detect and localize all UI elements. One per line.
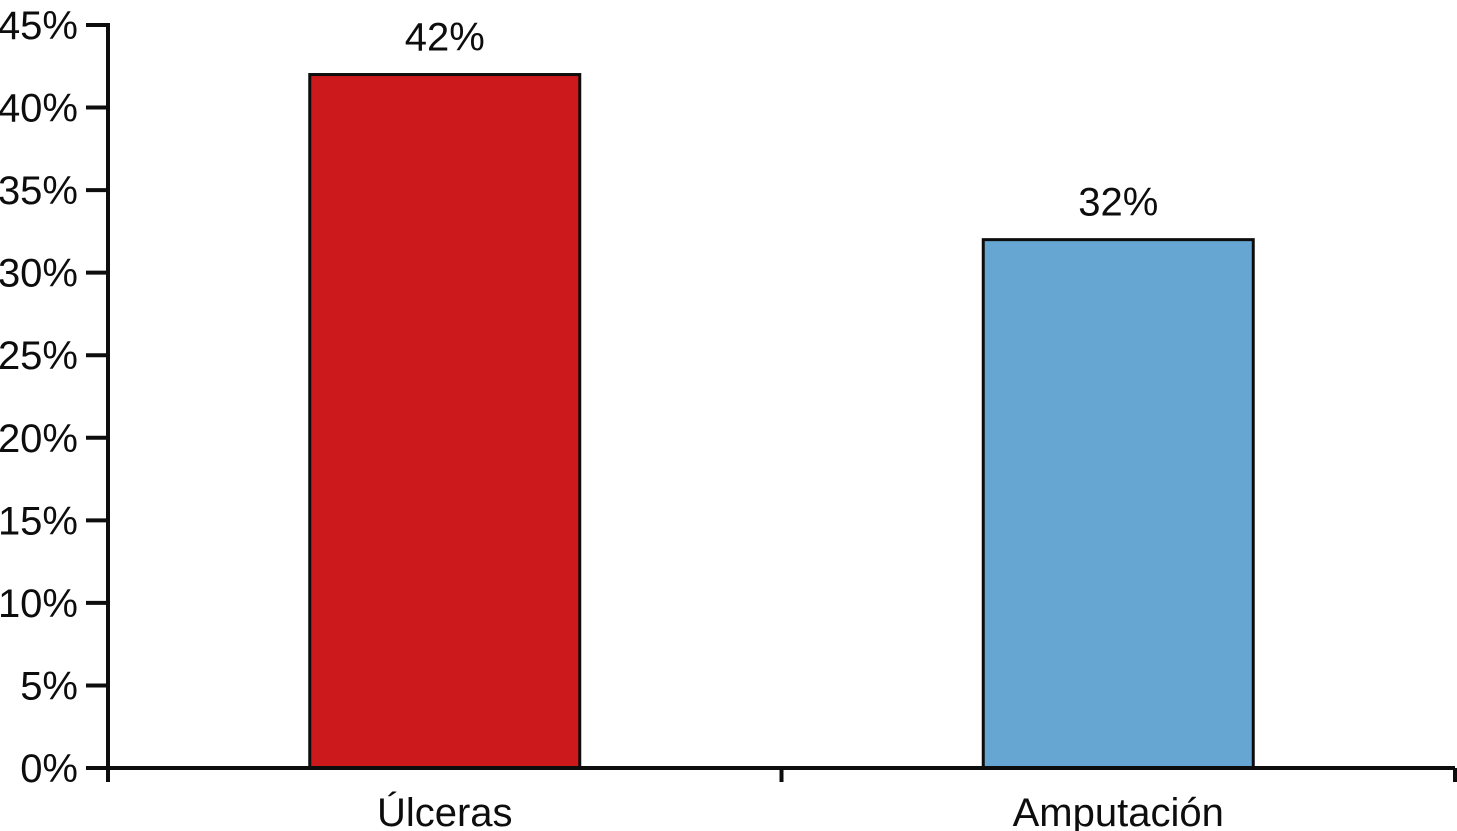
- bar-ulceras: [308, 73, 582, 770]
- y-tick-label: 15%: [0, 499, 78, 543]
- x-category-label: Amputación: [1013, 791, 1224, 831]
- y-tick-label: 35%: [0, 169, 78, 213]
- y-tick-label: 25%: [0, 334, 78, 378]
- y-tick-label: 0%: [20, 747, 78, 791]
- y-tick-label: 5%: [20, 664, 78, 708]
- x-category-label: Úlceras: [377, 790, 513, 831]
- bar-amputacion: [981, 238, 1255, 770]
- y-tick-label: 30%: [0, 252, 78, 296]
- y-tick-label: 40%: [0, 87, 78, 131]
- bar-value-label: 32%: [1078, 181, 1158, 225]
- y-tick-label: 20%: [0, 417, 78, 461]
- bar-value-label: 42%: [405, 16, 485, 60]
- y-tick-label: 10%: [0, 582, 78, 626]
- y-tick-label: 45%: [0, 4, 78, 48]
